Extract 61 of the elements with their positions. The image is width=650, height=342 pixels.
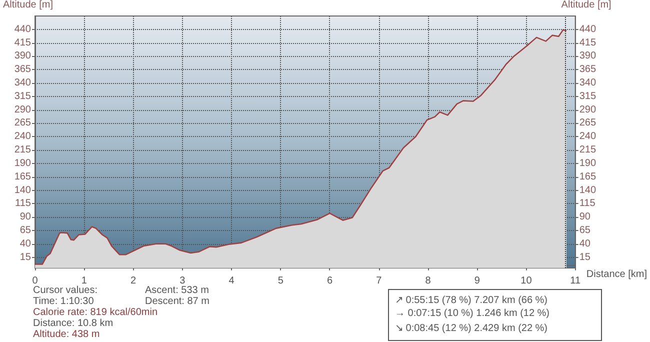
y-tick-label: 40: [20, 238, 32, 250]
y2-tick-label: 390: [579, 50, 596, 62]
y-tick-label: 115: [15, 198, 32, 210]
y2-tick-label: 90: [579, 212, 591, 223]
y2-tick-label: 40: [579, 238, 591, 250]
y-tick-label: 440: [14, 24, 32, 35]
y2-tick-label: 15: [579, 252, 591, 263]
y2-tick-label: 265: [579, 118, 596, 129]
y2-tick-label: 415: [579, 37, 596, 48]
y-tick-label: 315: [14, 90, 32, 102]
y-axis-title: Altitude [m]: [3, 0, 54, 10]
y-tick-label: 215: [14, 144, 32, 156]
y-tick-label: 340: [14, 78, 32, 89]
y2-tick-label: 140: [579, 184, 596, 196]
text: Time: 1:10:30: [33, 296, 94, 307]
y-tick-label: 90: [20, 212, 32, 223]
x-tick-label: 6: [326, 276, 333, 286]
y-tick-label: 140: [14, 184, 32, 196]
y-tick-label: 290: [14, 104, 32, 116]
x-tick-label: 1: [81, 276, 88, 286]
text: Cursor values:: [33, 285, 98, 296]
x-tick-label: 4: [228, 276, 235, 286]
y-tick-label: 365: [14, 64, 32, 76]
y-tick-label: 265: [14, 118, 32, 129]
y2-tick-label: 315: [579, 90, 596, 102]
x-tick-label: 2: [130, 276, 136, 286]
text: → 0:07:15 (10 %) 1.246 km (12 %): [395, 308, 550, 319]
text: Descent: 87 m: [145, 296, 210, 307]
y2-tick-label: 215: [579, 144, 596, 156]
y2-tick-label: 190: [579, 158, 596, 169]
x-axis-title: Distance [km]: [586, 268, 648, 280]
y2-tick-label: 240: [579, 131, 596, 142]
x-tick-label: 8: [425, 276, 432, 286]
y2-tick-label: 365: [579, 64, 596, 76]
x-tick-label: 10: [520, 276, 532, 286]
x-tick-label: 3: [180, 276, 186, 286]
x-tick-label: 0: [32, 276, 38, 286]
x-tick-label: 5: [278, 276, 284, 286]
text: ↗ 0:55:15 (78 %) 7.207 km (66 %): [395, 294, 548, 306]
text: ↘ 0:08:45 (12 %) 2.429 km (22 %): [395, 322, 548, 334]
y2-tick-label: 115: [579, 198, 596, 210]
y2-tick-label: 290: [579, 104, 596, 116]
y2-tick-label: 340: [579, 78, 596, 89]
y-tick-label: 415: [14, 37, 32, 48]
x-tick-label: 9: [474, 276, 480, 286]
text: Ascent: 533 m: [145, 285, 209, 296]
y-tick-label: 390: [14, 50, 32, 62]
x-tick-label: 7: [376, 276, 382, 286]
y-tick-label: 165: [14, 171, 32, 182]
x-tick-label: 11: [570, 276, 581, 286]
text: Calorie rate: 819 kcal/60min: [33, 307, 158, 318]
text: Altitude: 438 m: [33, 329, 100, 340]
y-tick-label: 15: [20, 252, 32, 263]
y-tick-label: 190: [14, 158, 32, 169]
text: Distance: 10.8 km: [33, 318, 114, 329]
y2-tick-label: 165: [579, 171, 596, 182]
y2-axis-title: Altitude [m]: [561, 0, 612, 10]
y2-tick-label: 65: [579, 224, 591, 236]
y-tick-label: 240: [14, 131, 32, 142]
y2-tick-label: 440: [579, 24, 596, 35]
y-tick-label: 65: [20, 224, 32, 236]
